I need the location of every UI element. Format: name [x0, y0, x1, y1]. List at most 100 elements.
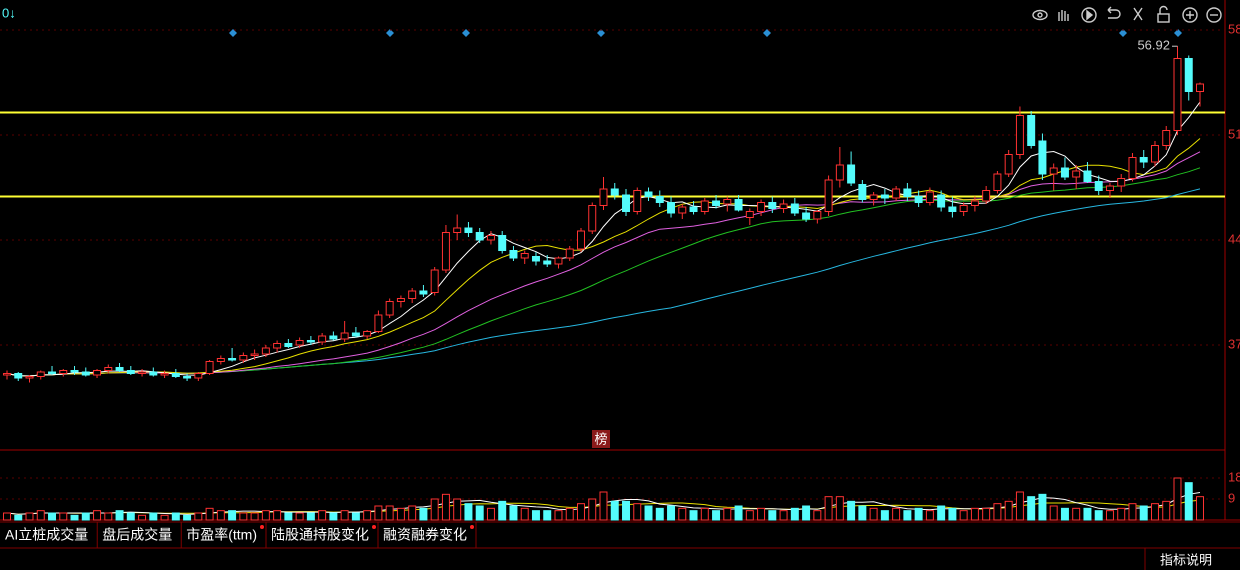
- volume-bar: [565, 507, 574, 521]
- volume-bar: [351, 512, 360, 521]
- volume-bar: [1004, 500, 1013, 521]
- tab[interactable]: AI立桩成交量: [5, 522, 98, 548]
- volume-bar: [937, 505, 946, 521]
- volume-bar: [543, 510, 552, 521]
- candle-body: [464, 227, 473, 233]
- volume-bar: [1150, 503, 1159, 521]
- candle-body: [1094, 181, 1103, 191]
- lock-icon[interactable]: [1157, 13, 1170, 23]
- volume-bar: [374, 505, 383, 521]
- volume-bar: [239, 512, 248, 521]
- candle-body: [835, 164, 844, 181]
- candle-body: [520, 253, 529, 259]
- tab[interactable]: 融资融券变化: [383, 522, 477, 548]
- event-marker[interactable]: [763, 29, 771, 37]
- candle-body: [1015, 115, 1024, 155]
- candle-body: [1139, 157, 1148, 163]
- event-marker[interactable]: [229, 29, 237, 37]
- candle-body: [70, 370, 79, 373]
- candle-body: [374, 314, 383, 332]
- volume-bar: [520, 507, 529, 521]
- zoom-out-icon[interactable]: [1206, 7, 1222, 23]
- volume-bar: [948, 507, 957, 521]
- volume-bar: [1162, 500, 1171, 521]
- candle-body: [351, 332, 360, 337]
- tab[interactable]: 盘后成交量: [102, 522, 182, 548]
- volume-bar: [205, 507, 214, 521]
- tab[interactable]: 市盈率(ttm): [186, 522, 267, 548]
- candle-body: [115, 367, 124, 371]
- volume-bar: [340, 510, 349, 521]
- candle-body: [486, 235, 495, 241]
- candle-body: [1004, 154, 1013, 175]
- volume-bar: [813, 510, 822, 521]
- event-marker[interactable]: [386, 29, 394, 37]
- candle-body: [678, 206, 687, 214]
- tab-label: 融资融券变化: [383, 527, 467, 543]
- candle-body: [363, 331, 372, 337]
- volume-bar: [385, 505, 394, 521]
- volume-bar: [104, 512, 113, 521]
- eye-icon[interactable]: [1032, 9, 1048, 21]
- event-marker[interactable]: [1174, 29, 1182, 37]
- candle-body: [239, 355, 248, 361]
- volume-bar: [464, 503, 473, 521]
- volume-bar: [858, 505, 867, 521]
- volume-bar: [622, 500, 630, 521]
- volume-bar: [93, 510, 102, 521]
- volume-bar: [419, 507, 428, 521]
- hand-icon[interactable]: [1058, 10, 1069, 21]
- volume-bar: [599, 491, 608, 521]
- candle-body: [1128, 157, 1137, 179]
- tab-bar: [0, 522, 1240, 570]
- candle-body: [59, 370, 68, 374]
- volume-bar: [81, 512, 90, 521]
- candle-body: [216, 358, 225, 362]
- candle-body: [880, 194, 889, 199]
- candle-body: [745, 211, 754, 218]
- cut-icon[interactable]: [1133, 7, 1143, 21]
- volume-bar: [655, 507, 664, 521]
- toolbar[interactable]: [1032, 5, 1222, 23]
- volume-bar: [509, 505, 518, 521]
- event-marker[interactable]: [462, 29, 470, 37]
- candle-body: [396, 298, 405, 302]
- tab[interactable]: 陆股通持股变化: [271, 522, 379, 548]
- candle-body: [194, 373, 203, 379]
- event-markers: [229, 29, 1182, 37]
- volume-bar: [363, 510, 372, 521]
- y-tick-label: 44: [1228, 231, 1240, 246]
- candle-body: [925, 191, 934, 203]
- candle-body: [779, 203, 788, 209]
- volume-bar: [36, 510, 45, 521]
- candle-body: [1038, 140, 1047, 175]
- candle-body: [250, 353, 259, 356]
- candle-body: [1173, 58, 1182, 131]
- volume-bar: [1117, 507, 1126, 521]
- volume-bar: [408, 505, 417, 521]
- tab-dot: [372, 525, 376, 529]
- event-marker[interactable]: [1119, 29, 1127, 37]
- volume-bar: [284, 512, 293, 521]
- zoom-in-icon[interactable]: [1182, 7, 1198, 23]
- candle-body: [633, 190, 642, 212]
- help-button[interactable]: 指标说明: [1160, 552, 1212, 567]
- volume-bar: [486, 507, 495, 521]
- volume-bar: [1184, 482, 1193, 521]
- candle-body: [138, 371, 147, 374]
- volume-bar: [712, 510, 721, 521]
- event-marker[interactable]: [597, 29, 605, 37]
- candle-body: [610, 188, 619, 196]
- volume-bar: [126, 512, 135, 521]
- play-icon[interactable]: [1081, 7, 1097, 23]
- candle-body: [959, 205, 968, 212]
- undo-icon[interactable]: [1107, 6, 1121, 19]
- volume-bar: [1072, 507, 1081, 521]
- y-tick-label: 58: [1228, 21, 1240, 36]
- candle-body: [81, 371, 90, 376]
- candle-body: [689, 206, 698, 212]
- volume-bar: [1083, 507, 1092, 521]
- badge-box[interactable]: [592, 430, 610, 448]
- vol-tick-label: 9: [1228, 490, 1235, 505]
